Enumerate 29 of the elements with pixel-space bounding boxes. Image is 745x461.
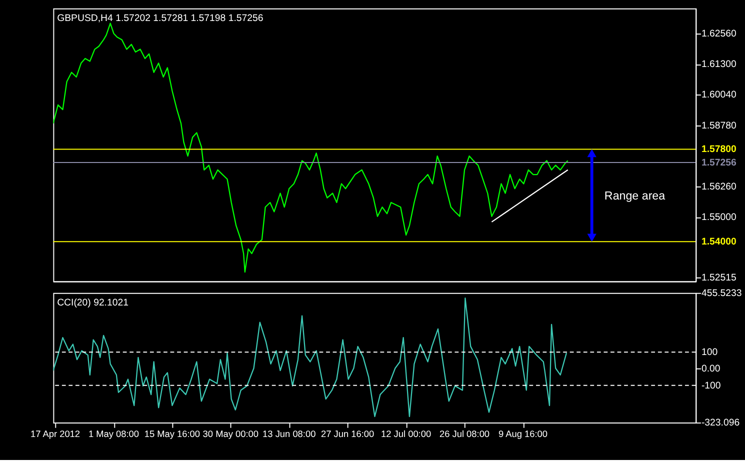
x-tick-label: 17 Apr 2012 bbox=[30, 429, 80, 440]
annotation: Range area bbox=[604, 189, 666, 202]
y-tick-label: 1.62560 bbox=[701, 28, 736, 40]
chart-title: CCI(20) 92.1021 bbox=[57, 297, 128, 308]
y-tick-label: 1.55000 bbox=[701, 212, 736, 224]
y-tick-label: 1.61300 bbox=[701, 59, 736, 70]
x-tick-label: 15 May 16:00 bbox=[144, 429, 200, 440]
ref-line-label: 1.57800 bbox=[701, 144, 736, 156]
chart-title: GBPUSD,H4 1.57202 1.57281 1.57198 1.57256 bbox=[57, 13, 264, 24]
y-tick-label: 1.52515 bbox=[701, 272, 736, 284]
line-series bbox=[53, 22, 568, 273]
y-tick-label: 1.56260 bbox=[701, 182, 736, 193]
y-tick-label: -100 bbox=[701, 380, 721, 392]
x-tick-label: 1 May 08:00 bbox=[88, 429, 140, 440]
x-tick-label: 9 Aug 16:00 bbox=[498, 429, 548, 440]
y-tick-label: 1.58780 bbox=[701, 120, 736, 132]
ref-line-label: 1.54000 bbox=[701, 236, 736, 248]
y-tick-label: 455.5233 bbox=[701, 288, 742, 299]
y-tick-label: -323.096 bbox=[701, 417, 740, 428]
x-tick-label: 13 Jun 08:00 bbox=[262, 429, 316, 440]
x-tick-label: 12 Jul 00:00 bbox=[381, 429, 432, 440]
y-tick-label: 100 bbox=[701, 346, 718, 358]
ref-line-label: 1.57256 bbox=[701, 157, 737, 168]
x-tick-label: 30 May 00:00 bbox=[202, 429, 258, 440]
y-tick-label: 1.60040 bbox=[701, 90, 736, 101]
y-tick-label: 0.00 bbox=[701, 364, 720, 375]
x-tick-label: 27 Jun 16:00 bbox=[321, 429, 374, 440]
line-series bbox=[53, 298, 568, 418]
x-tick-label: 26 Jul 08:00 bbox=[439, 429, 490, 440]
